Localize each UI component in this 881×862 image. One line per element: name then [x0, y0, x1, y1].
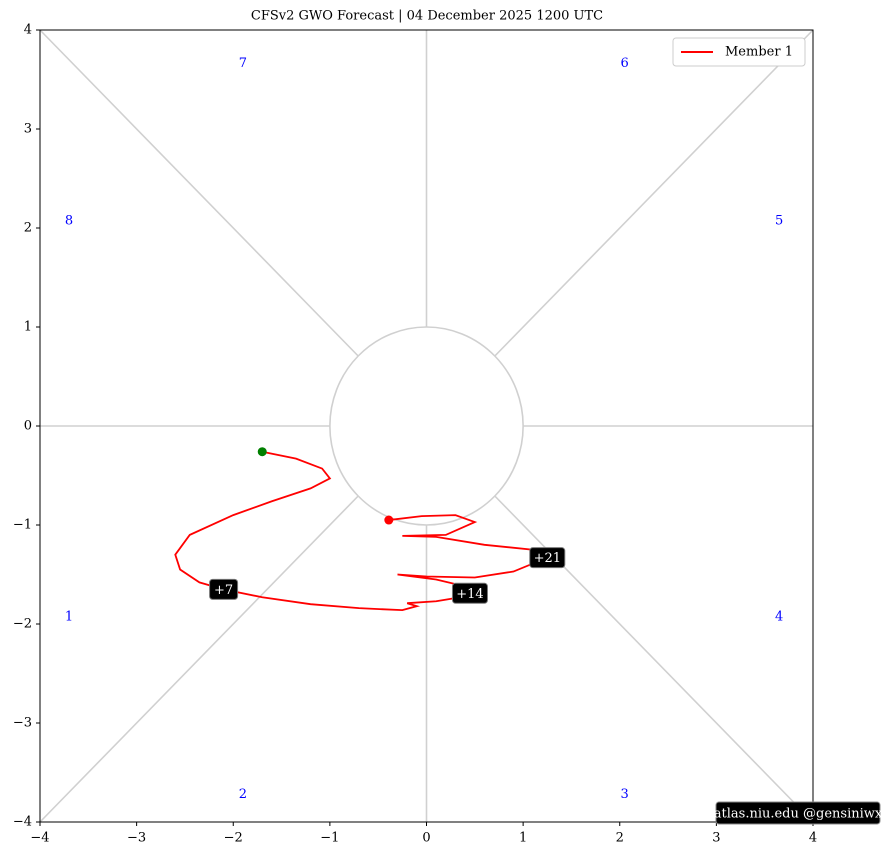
phase-label: 5: [775, 214, 783, 229]
credit-text: atlas.niu.edu @gensiniwx: [714, 807, 881, 822]
phase-label: 6: [620, 56, 628, 71]
start-point: [257, 447, 267, 457]
y-tick-label: −1: [13, 518, 32, 533]
y-tick-label: 2: [24, 221, 32, 236]
phase-label: 4: [775, 610, 783, 625]
credit-box: [715, 801, 881, 825]
diagonal-guide: [39, 29, 359, 357]
x-tick-label: 0: [422, 831, 430, 846]
annotation: +14: [451, 582, 488, 604]
legend-box: [672, 37, 806, 67]
x-tick-label: 1: [519, 831, 527, 846]
x-tick-label: −3: [127, 831, 146, 846]
x-tick-label: 2: [616, 831, 624, 846]
phase-label: 8: [65, 214, 73, 229]
y-tick-label: 0: [24, 419, 32, 434]
diagonal-guide: [494, 495, 814, 823]
x-tick-label: −1: [320, 831, 339, 846]
y-tick-label: 1: [24, 320, 32, 335]
annotation-box: [209, 578, 239, 600]
diagonal-guide: [39, 495, 359, 823]
chart-title: CFSv2 GWO Forecast | 04 December 2025 12…: [251, 9, 603, 24]
annotation-text: +14: [456, 587, 483, 602]
phase-label: 1: [65, 610, 73, 625]
x-tick-label: 3: [712, 831, 720, 846]
diagonal-guide: [494, 29, 814, 357]
phase-label: 7: [239, 56, 247, 71]
phase-label: 3: [620, 787, 628, 802]
phase-label: 2: [239, 787, 247, 802]
y-tick-label: 3: [24, 122, 32, 137]
y-tick-label: −4: [13, 815, 32, 830]
annotation-box: [451, 582, 488, 604]
x-tick-label: −4: [30, 831, 49, 846]
y-tick-label: −2: [13, 617, 32, 632]
y-tick-label: 4: [24, 23, 32, 38]
legend-label: Member 1: [725, 45, 793, 60]
annotation: +21: [529, 547, 566, 569]
x-tick-label: −2: [224, 831, 243, 846]
x-tick-label: 4: [809, 831, 817, 846]
unit-circle: [329, 326, 524, 526]
end-point: [384, 515, 394, 525]
annotation-text: +21: [534, 551, 561, 566]
trajectory-line: [174, 450, 550, 612]
annotation-text: +7: [214, 583, 233, 598]
annotation-box: [529, 547, 566, 569]
y-tick-label: −3: [13, 716, 32, 731]
annotation: +7: [209, 578, 239, 600]
